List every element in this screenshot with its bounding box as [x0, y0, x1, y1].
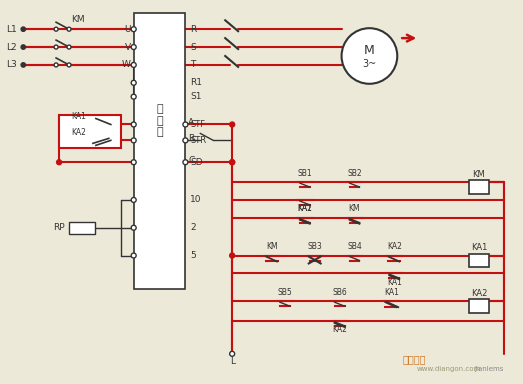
- Circle shape: [183, 138, 188, 143]
- Text: C: C: [188, 156, 195, 165]
- Circle shape: [54, 63, 58, 67]
- Circle shape: [21, 27, 26, 31]
- Text: SB6: SB6: [332, 288, 347, 297]
- Text: KA2: KA2: [72, 128, 86, 137]
- Text: KM: KM: [472, 170, 485, 179]
- Text: SB1: SB1: [298, 169, 312, 178]
- Circle shape: [183, 160, 188, 165]
- Circle shape: [67, 63, 71, 67]
- Circle shape: [131, 63, 136, 68]
- Text: SB4: SB4: [347, 242, 362, 251]
- Bar: [134, 13, 186, 289]
- Bar: [469, 180, 489, 194]
- Text: KA1: KA1: [298, 204, 312, 214]
- Text: www.diangon.com: www.diangon.com: [417, 366, 481, 372]
- Circle shape: [230, 351, 235, 356]
- Circle shape: [342, 28, 397, 84]
- Circle shape: [131, 27, 136, 31]
- Text: 电工天下: 电工天下: [402, 354, 426, 364]
- Circle shape: [131, 122, 136, 127]
- Circle shape: [230, 160, 235, 165]
- Circle shape: [21, 63, 26, 67]
- Text: SB2: SB2: [347, 169, 362, 178]
- Text: 变
频
器: 变 频 器: [156, 104, 163, 137]
- Circle shape: [183, 122, 188, 127]
- Bar: [469, 253, 489, 267]
- Text: KA2: KA2: [298, 204, 312, 214]
- Circle shape: [67, 27, 71, 31]
- Circle shape: [21, 45, 26, 49]
- Circle shape: [131, 45, 136, 50]
- Text: A: A: [188, 118, 195, 127]
- Circle shape: [54, 27, 58, 31]
- Text: M: M: [364, 43, 375, 56]
- Text: SD: SD: [190, 158, 203, 167]
- Text: B: B: [188, 134, 195, 143]
- Circle shape: [56, 160, 62, 165]
- Text: U: U: [124, 25, 131, 34]
- Circle shape: [230, 160, 235, 165]
- Text: S1: S1: [190, 92, 202, 101]
- Circle shape: [131, 94, 136, 99]
- Text: SB5: SB5: [278, 288, 292, 297]
- Text: T: T: [190, 60, 196, 70]
- Text: L3: L3: [6, 60, 17, 70]
- Circle shape: [131, 138, 136, 143]
- Text: STF: STF: [190, 120, 206, 129]
- Text: RP: RP: [53, 223, 65, 232]
- Text: KA2: KA2: [471, 289, 487, 298]
- Circle shape: [131, 253, 136, 258]
- Text: L: L: [230, 357, 235, 366]
- Text: S: S: [190, 43, 196, 51]
- Text: W: W: [122, 60, 131, 70]
- Bar: [469, 299, 489, 313]
- Text: KM: KM: [266, 242, 278, 251]
- Text: KA1: KA1: [384, 288, 399, 297]
- Text: 2: 2: [190, 223, 196, 232]
- Bar: [69, 222, 95, 234]
- Text: KM: KM: [71, 15, 85, 24]
- Text: 5: 5: [190, 251, 196, 260]
- Text: R1: R1: [190, 78, 202, 87]
- Text: 3~: 3~: [362, 59, 377, 69]
- Text: KM: KM: [349, 204, 360, 214]
- Text: KA1: KA1: [471, 243, 487, 252]
- Circle shape: [131, 80, 136, 85]
- Text: KA1: KA1: [387, 278, 402, 287]
- Text: SB3: SB3: [308, 242, 322, 251]
- Text: R: R: [190, 25, 197, 34]
- Text: KA1: KA1: [72, 112, 86, 121]
- Text: jianlems: jianlems: [474, 366, 504, 372]
- Circle shape: [131, 160, 136, 165]
- Text: KA2: KA2: [387, 242, 402, 251]
- Circle shape: [230, 253, 235, 258]
- Circle shape: [230, 122, 235, 127]
- Circle shape: [131, 225, 136, 230]
- Text: KA2: KA2: [332, 326, 347, 334]
- Text: L1: L1: [6, 25, 17, 34]
- Circle shape: [131, 197, 136, 202]
- Text: L2: L2: [6, 43, 17, 51]
- Circle shape: [67, 45, 71, 49]
- Circle shape: [54, 45, 58, 49]
- Bar: [59, 114, 121, 148]
- Text: STR: STR: [190, 136, 207, 145]
- Text: 10: 10: [190, 195, 202, 204]
- Text: V: V: [124, 43, 131, 51]
